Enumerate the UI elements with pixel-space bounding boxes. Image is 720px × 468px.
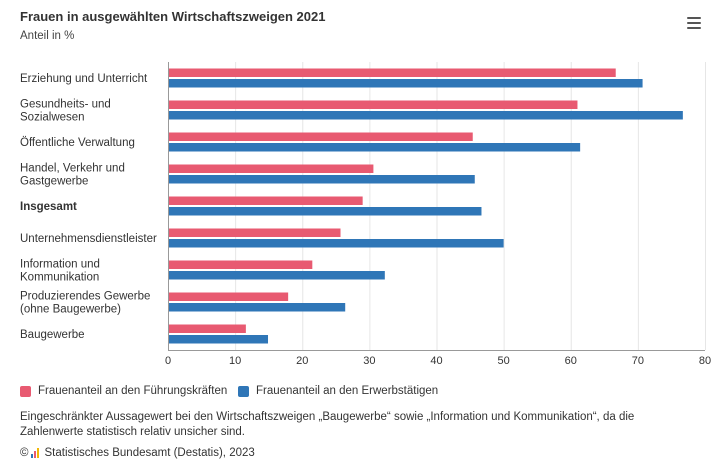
x-tick-label: 70 bbox=[632, 355, 644, 367]
bar-fuehrungskraefte bbox=[168, 132, 473, 141]
bar-erwerbstaetige bbox=[168, 111, 683, 120]
x-tick-label: 30 bbox=[363, 355, 375, 367]
copyright-symbol: © bbox=[20, 447, 29, 459]
bar-fuehrungskraefte bbox=[168, 260, 313, 269]
legend-swatch-fuehrungskraefte bbox=[20, 385, 31, 397]
legend-label-fuehrungskraefte: Frauenanteil an den Führungskräften bbox=[38, 385, 228, 397]
hamburger-menu-icon[interactable] bbox=[683, 12, 705, 34]
chart-title: Frauen in ausgewählten Wirtschaftszweige… bbox=[20, 9, 326, 24]
bar-erwerbstaetige bbox=[168, 207, 482, 216]
bar-fuehrungskraefte bbox=[168, 100, 578, 109]
chart-subtitle: Anteil in % bbox=[20, 30, 75, 42]
category-label: Unternehmensdienstleister bbox=[20, 233, 157, 245]
x-tick-label: 10 bbox=[229, 355, 241, 367]
legend-item-fuehrungskraefte[interactable]: Frauenanteil an den Führungskräften bbox=[20, 385, 227, 397]
bar-fuehrungskraefte bbox=[168, 228, 341, 237]
footnote: Eingeschränkter Aussagewert bei den Wirt… bbox=[20, 411, 635, 438]
x-tick-label: 0 bbox=[165, 355, 171, 367]
bar-fuehrungskraefte bbox=[168, 196, 363, 205]
x-tick-label: 50 bbox=[498, 355, 510, 367]
bar-fuehrungskraefte bbox=[168, 292, 289, 301]
category-label: Baugewerbe bbox=[20, 329, 85, 341]
bar-chart: 0 10 20 30 40 50 60 70 80 Erziehung und Unterrich… bbox=[20, 62, 711, 367]
bar-fuehrungskraefte bbox=[168, 324, 246, 333]
legend-swatch-erwerbstaetige bbox=[238, 385, 249, 397]
bar-erwerbstaetige bbox=[168, 271, 385, 280]
bar-erwerbstaetige bbox=[168, 335, 269, 344]
source-text: Statistisches Bundesamt (Destatis), 2023 bbox=[44, 447, 255, 459]
bar-erwerbstaetige bbox=[168, 175, 475, 184]
category-label: Gesundheits- und Sozialwesen bbox=[20, 99, 111, 124]
category-label: Handel, Verkehr und Gastgewerbe bbox=[20, 163, 125, 188]
x-tick-label: 80 bbox=[699, 355, 711, 367]
bar-erwerbstaetige bbox=[168, 143, 581, 152]
category-label: Information und Kommunikation bbox=[20, 259, 100, 284]
category-label: Produzierendes Gewerbe (ohne Baugewerbe) bbox=[20, 291, 150, 316]
bar-erwerbstaetige bbox=[168, 303, 346, 312]
category-label: Insgesamt bbox=[20, 201, 77, 213]
legend-item-erwerbstaetige[interactable]: Frauenanteil an den Erwerbstätigen bbox=[238, 385, 438, 397]
category-label: Öffentliche Verwaltung bbox=[20, 137, 135, 149]
source-line: © Statistisches Bundesamt (Destatis), 20… bbox=[20, 447, 255, 459]
bar-erwerbstaetige bbox=[168, 239, 504, 248]
legend-label-erwerbstaetige: Frauenanteil an den Erwerbstätigen bbox=[256, 385, 439, 397]
x-tick-label: 40 bbox=[430, 355, 442, 367]
bar-fuehrungskraefte bbox=[168, 68, 616, 77]
x-tick-label: 60 bbox=[565, 355, 577, 367]
destatis-logo-icon bbox=[31, 448, 40, 458]
bar-fuehrungskraefte bbox=[168, 164, 374, 173]
bar-erwerbstaetige bbox=[168, 79, 643, 88]
x-tick-label: 20 bbox=[296, 355, 308, 367]
category-label: Erziehung und Unterricht bbox=[20, 73, 148, 85]
